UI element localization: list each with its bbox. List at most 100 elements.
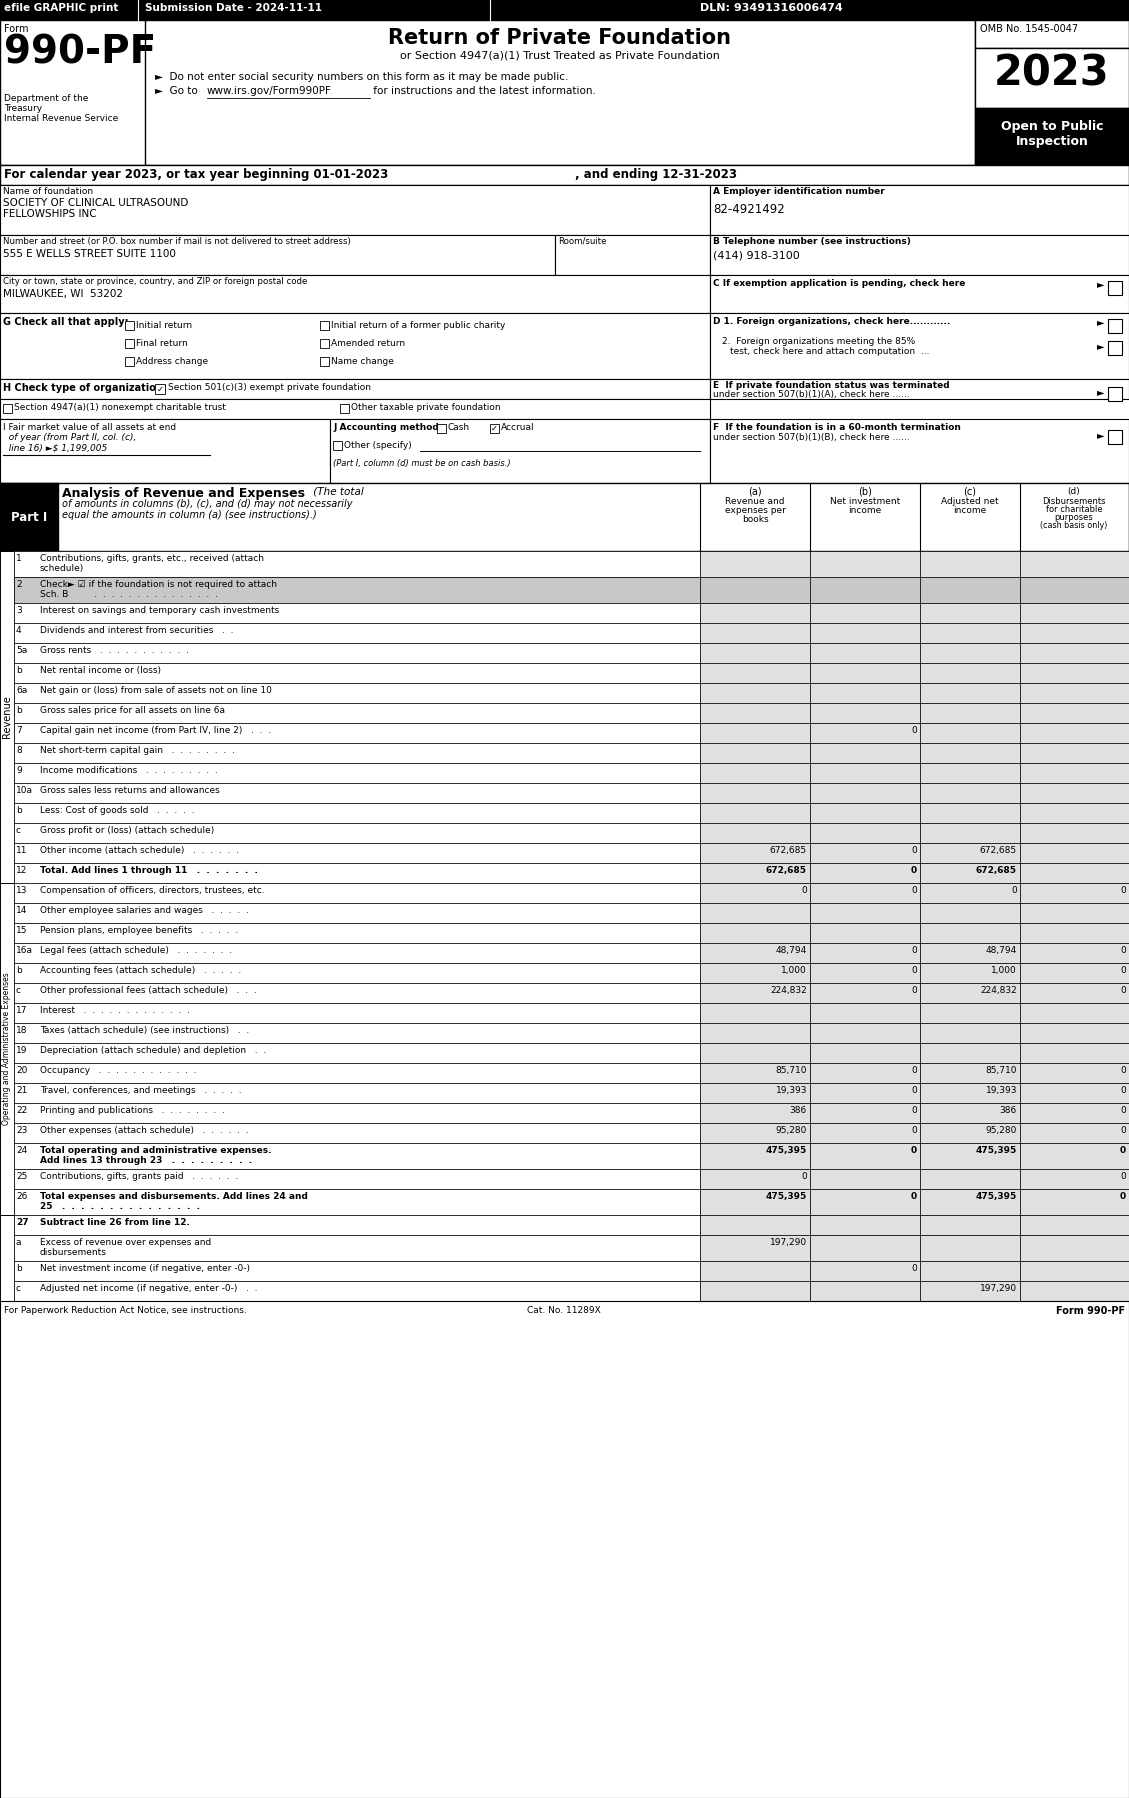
Text: 475,395: 475,395 — [765, 1145, 807, 1154]
Bar — [809, 883, 920, 903]
Bar — [700, 1124, 809, 1144]
Text: For Paperwork Reduction Act Notice, see instructions.: For Paperwork Reduction Act Notice, see … — [5, 1305, 247, 1314]
Text: SOCIETY OF CLINICAL ULTRASOUND: SOCIETY OF CLINICAL ULTRASOUND — [3, 198, 189, 209]
Bar — [125, 340, 134, 349]
Text: ►: ► — [1097, 430, 1104, 441]
Bar — [1019, 663, 1129, 683]
Bar — [0, 399, 710, 419]
Text: Check► ☑ if the foundation is not required to attach
Sch. B         .  .  .  .  : Check► ☑ if the foundation is not requir… — [40, 581, 277, 599]
Text: 0: 0 — [911, 1145, 917, 1154]
Text: (c): (c) — [963, 487, 977, 496]
Bar — [1108, 387, 1122, 401]
Bar — [920, 622, 1019, 644]
Bar — [809, 1235, 920, 1260]
Text: City or town, state or province, country, and ZIP or foreign postal code: City or town, state or province, country… — [3, 277, 307, 286]
Bar — [1019, 577, 1129, 602]
Bar — [809, 1188, 920, 1215]
Bar — [1019, 1063, 1129, 1082]
Text: Other expenses (attach schedule)   .  .  .  .  .  .: Other expenses (attach schedule) . . . .… — [40, 1126, 248, 1135]
Text: 0: 0 — [1120, 985, 1126, 994]
Bar — [14, 782, 700, 804]
Bar — [1019, 984, 1129, 1003]
Bar — [14, 683, 700, 703]
Bar — [920, 922, 1019, 942]
Bar — [809, 1023, 920, 1043]
Bar — [14, 922, 700, 942]
Text: Interest on savings and temporary cash investments: Interest on savings and temporary cash i… — [40, 606, 279, 615]
Text: 24: 24 — [16, 1145, 27, 1154]
Bar — [920, 883, 1019, 903]
Bar — [320, 358, 329, 367]
Bar — [920, 1082, 1019, 1102]
Text: 12: 12 — [16, 867, 27, 876]
Bar — [1019, 1280, 1129, 1302]
Bar — [1019, 1102, 1129, 1124]
Text: 0: 0 — [911, 726, 917, 735]
Bar — [320, 322, 329, 331]
Bar — [710, 275, 1129, 313]
Text: Occupancy   .  .  .  .  .  .  .  .  .  .  .  .: Occupancy . . . . . . . . . . . . — [40, 1066, 196, 1075]
Bar — [14, 1280, 700, 1302]
Bar — [14, 1043, 700, 1063]
Bar — [809, 602, 920, 622]
Text: b: b — [16, 1264, 21, 1273]
Bar — [320, 340, 329, 349]
Text: Printing and publications   .  .  .  .  .  .  .  .: Printing and publications . . . . . . . … — [40, 1106, 225, 1115]
Bar — [330, 419, 710, 484]
Bar — [14, 1082, 700, 1102]
Bar — [809, 863, 920, 883]
Text: 17: 17 — [16, 1007, 27, 1016]
Text: 0: 0 — [911, 985, 917, 994]
Bar — [700, 1043, 809, 1063]
Bar — [920, 1235, 1019, 1260]
Bar — [700, 782, 809, 804]
Text: 0: 0 — [911, 966, 917, 975]
Bar — [14, 942, 700, 964]
Bar — [14, 1144, 700, 1169]
Text: Cash: Cash — [448, 423, 470, 432]
Text: 4: 4 — [16, 626, 21, 635]
Bar — [809, 1043, 920, 1063]
Text: Open to Public
Inspection: Open to Public Inspection — [1000, 120, 1103, 147]
Bar — [1019, 804, 1129, 823]
Text: 20: 20 — [16, 1066, 27, 1075]
Text: Initial return: Initial return — [135, 322, 192, 331]
Bar — [809, 843, 920, 863]
Text: Dividends and interest from securities   .  .: Dividends and interest from securities .… — [40, 626, 234, 635]
Bar — [0, 419, 330, 484]
Text: 0: 0 — [911, 1126, 917, 1135]
Bar — [920, 1169, 1019, 1188]
Bar — [333, 441, 342, 450]
Text: 23: 23 — [16, 1126, 27, 1135]
Bar — [1019, 723, 1129, 743]
Text: 475,395: 475,395 — [975, 1192, 1017, 1201]
Bar — [14, 964, 700, 984]
Bar — [809, 762, 920, 782]
Text: 0: 0 — [1120, 1086, 1126, 1095]
Bar — [700, 1144, 809, 1169]
Bar — [1019, 1215, 1129, 1235]
Bar — [0, 275, 710, 313]
Text: Revenue and: Revenue and — [725, 496, 785, 505]
Bar — [14, 602, 700, 622]
Text: Name change: Name change — [331, 358, 394, 367]
Bar — [975, 20, 1129, 165]
Bar — [710, 379, 1129, 399]
Text: 25: 25 — [16, 1172, 27, 1181]
Text: income: income — [848, 505, 882, 514]
Bar — [809, 703, 920, 723]
Bar — [1019, 823, 1129, 843]
Bar — [700, 577, 809, 602]
Bar — [809, 804, 920, 823]
Text: 386: 386 — [1000, 1106, 1017, 1115]
Text: (a): (a) — [749, 487, 762, 496]
Bar — [809, 1280, 920, 1302]
Text: 27: 27 — [16, 1217, 28, 1226]
Text: F  If the foundation is in a 60-month termination: F If the foundation is in a 60-month ter… — [714, 423, 961, 432]
Text: 19,393: 19,393 — [776, 1086, 807, 1095]
Bar — [920, 723, 1019, 743]
Text: 0: 0 — [911, 1086, 917, 1095]
Bar — [1108, 342, 1122, 354]
Bar — [809, 922, 920, 942]
Bar — [975, 108, 1129, 165]
